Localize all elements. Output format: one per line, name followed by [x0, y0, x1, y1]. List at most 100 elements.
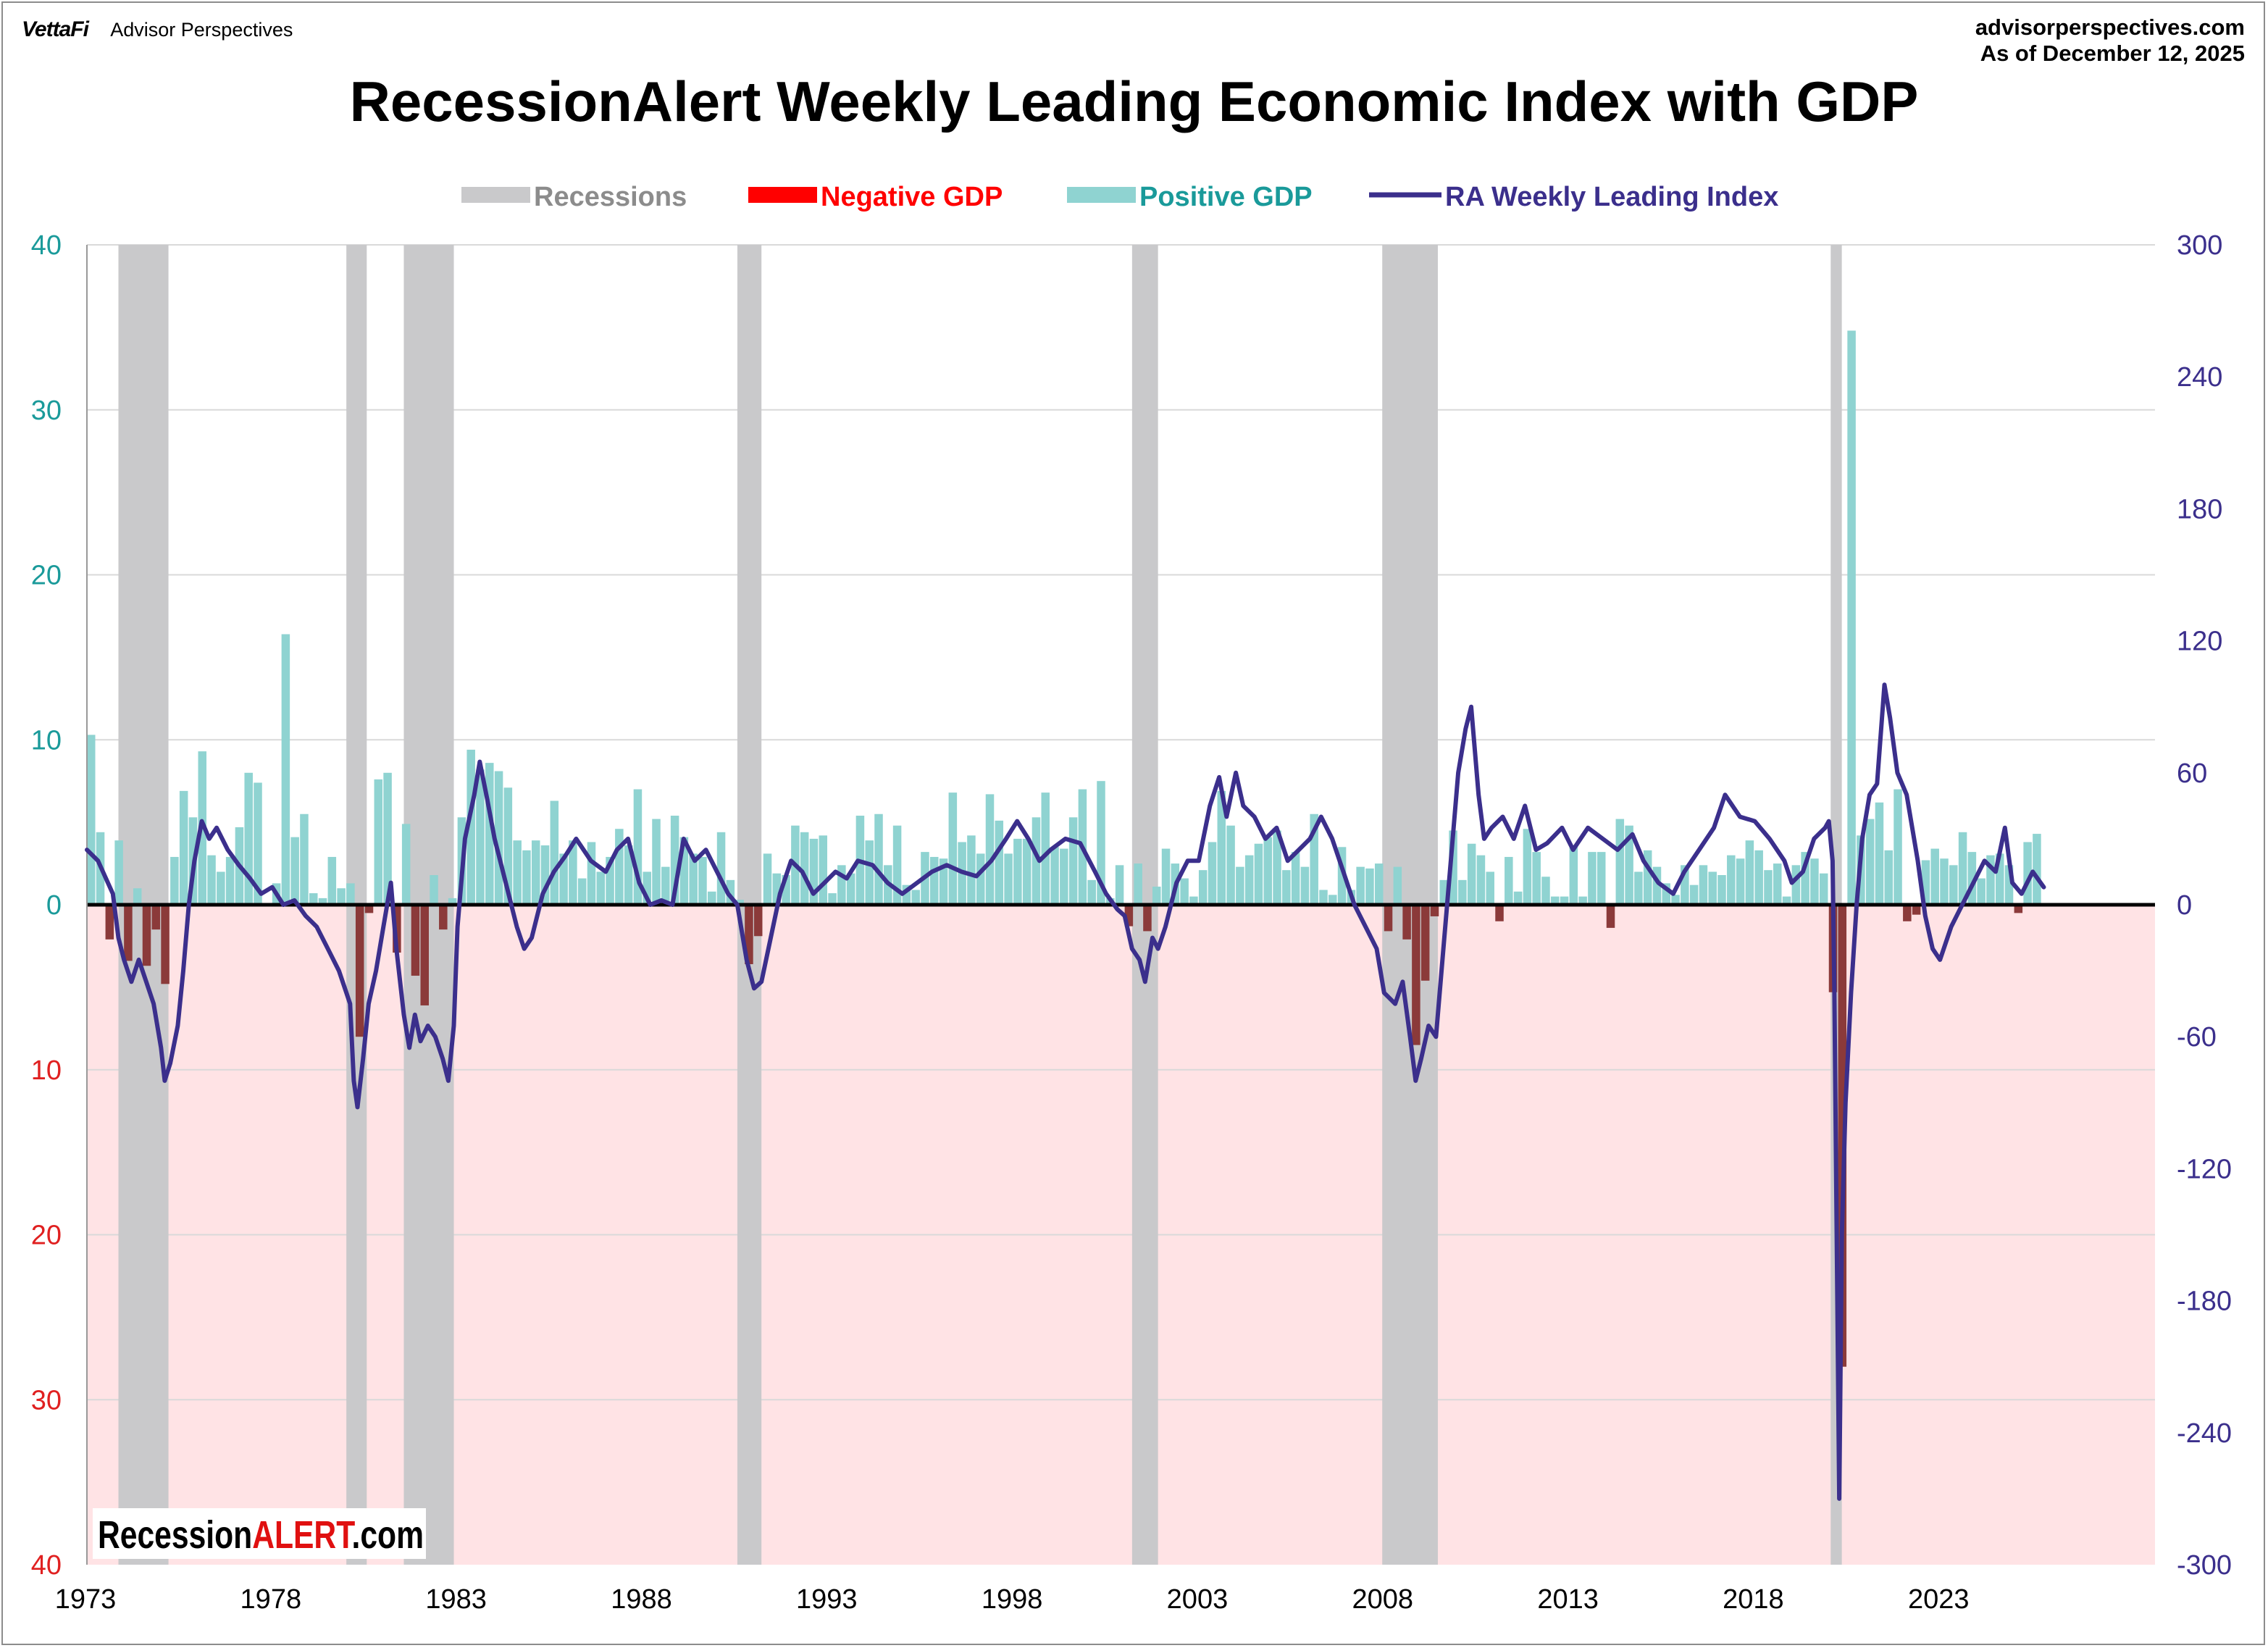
y-left-tick-label: 20 — [31, 561, 62, 591]
gdp-bar-positive — [661, 866, 670, 905]
gdp-bar-positive — [1940, 858, 1949, 905]
gdp-bar-positive — [1513, 891, 1523, 905]
gdp-bar-positive — [939, 858, 948, 905]
gdp-bar-positive — [1894, 789, 1902, 905]
gdp-bar-positive — [615, 829, 624, 905]
gdp-bar-positive — [698, 856, 707, 905]
gdp-bar-positive — [1801, 852, 1809, 905]
brand-header: VettaFi Advisor Perspectives — [22, 17, 293, 42]
gdp-bar-positive — [1995, 853, 2004, 905]
gdp-bar-positive — [1986, 855, 1995, 905]
gdp-bar-negative — [1143, 905, 1152, 932]
gdp-bar-negative — [105, 905, 114, 940]
gdp-bar-positive — [1476, 855, 1486, 905]
gdp-bar-positive — [207, 855, 216, 905]
y-left-tick-label: 0 — [46, 890, 62, 921]
watermark-part: ALERT — [252, 1513, 355, 1557]
gdp-bar-positive — [1273, 830, 1281, 905]
gdp-bar-positive — [1004, 853, 1013, 905]
gdp-bar-positive — [1226, 825, 1235, 905]
y-right-tick-label: -60 — [2177, 1022, 2217, 1053]
gdp-bar-positive — [1208, 842, 1217, 905]
gdp-bar-positive — [624, 845, 633, 905]
gdp-bar-positive — [114, 840, 123, 905]
gdp-bar-positive — [1356, 866, 1365, 905]
gdp-bar-positive — [1254, 843, 1263, 905]
gdp-bar-positive — [550, 800, 559, 905]
gdp-bar-negative — [1402, 905, 1411, 940]
gdp-bar-positive — [1189, 896, 1198, 905]
gdp-bar-positive — [1847, 330, 1856, 905]
x-tick-label: 1998 — [982, 1584, 1043, 1615]
gdp-bar-positive — [309, 893, 318, 905]
x-tick-label: 2008 — [1352, 1584, 1413, 1615]
gdp-bar-positive — [1532, 852, 1541, 905]
legend-label-positive: Positive GDP — [1139, 182, 1313, 212]
gdp-bar-positive — [1791, 865, 1801, 905]
gdp-bar-positive — [948, 792, 958, 905]
y-right-tick-label: 0 — [2177, 890, 2192, 921]
gdp-bar-negative — [1430, 905, 1439, 916]
gdp-bar-negative — [1912, 905, 1921, 915]
gdp-bar-positive — [1087, 879, 1096, 905]
gdp-bar-positive — [782, 875, 790, 905]
gdp-bar-positive — [2004, 865, 2014, 905]
source-block: advisorperspectives.com As of December 1… — [1975, 14, 2245, 67]
gdp-bar-negative — [2014, 905, 2023, 913]
recessionalert-watermark: RecessionALERT.com — [98, 1513, 424, 1557]
gdp-bar-positive — [1022, 838, 1032, 905]
y-left-tick-label: 30 — [31, 1385, 62, 1415]
gdp-bar-positive — [587, 842, 596, 905]
gdp-bar-positive — [1134, 863, 1142, 905]
gdp-bar-positive — [772, 873, 782, 905]
gdp-bar-positive — [170, 856, 179, 905]
y-right-tick-label: 240 — [2177, 362, 2222, 393]
gdp-bar-negative — [161, 905, 170, 984]
gdp-bar-positive — [133, 888, 142, 905]
gdp-bar-positive — [1152, 886, 1161, 905]
gdp-bar-negative — [364, 905, 374, 913]
gdp-bar-positive — [1449, 830, 1457, 905]
gdp-bar-positive — [1662, 883, 1671, 905]
gdp-bar-negative — [745, 905, 753, 964]
gdp-bar-positive — [1032, 817, 1041, 905]
gdp-bar-positive — [846, 873, 855, 905]
gdp-bar-positive — [485, 763, 494, 905]
gdp-bar-positive — [1597, 852, 1606, 905]
gdp-bar-positive — [466, 749, 475, 905]
gdp-bar-positive — [689, 853, 698, 905]
gdp-bars — [87, 330, 2041, 1367]
gdp-bar-positive — [1161, 848, 1171, 905]
gdp-bar-positive — [911, 890, 920, 905]
gdp-bar-positive — [1875, 802, 1884, 905]
gdp-bar-positive — [1967, 852, 1977, 905]
gdp-bar-positive — [670, 816, 679, 905]
gdp-bar-positive — [1523, 829, 1532, 905]
watermark-part: Recession — [98, 1513, 252, 1557]
legend-swatch-negative — [748, 187, 817, 203]
gdp-bar-positive — [1884, 850, 1894, 905]
y-left-tick-label: 10 — [31, 725, 62, 756]
gdp-bar-positive — [1060, 848, 1068, 905]
gdp-bar-positive — [1013, 838, 1022, 905]
gdp-bar-positive — [1782, 896, 1791, 905]
gdp-bar-positive — [679, 837, 689, 905]
gdp-bar-positive — [254, 782, 262, 905]
gdp-bar-positive — [1050, 847, 1059, 905]
gdp-bar-positive — [1068, 817, 1078, 905]
gdp-bar-positive — [327, 856, 337, 905]
gdp-bar-positive — [976, 853, 985, 905]
gdp-bar-positive — [1921, 860, 1930, 905]
gdp-bar-positive — [1699, 865, 1708, 905]
gdp-bar-positive — [902, 884, 911, 905]
gdp-bar-positive — [513, 840, 522, 905]
y-left-tick-label: 40 — [31, 1550, 62, 1581]
gdp-bar-positive — [716, 832, 726, 905]
gdp-bar-negative — [124, 905, 133, 961]
x-tick-label: 2023 — [1908, 1584, 1970, 1615]
gdp-bar-negative — [355, 905, 364, 1037]
x-tick-label: 1983 — [425, 1584, 487, 1615]
gdp-bar-positive — [1745, 840, 1754, 905]
